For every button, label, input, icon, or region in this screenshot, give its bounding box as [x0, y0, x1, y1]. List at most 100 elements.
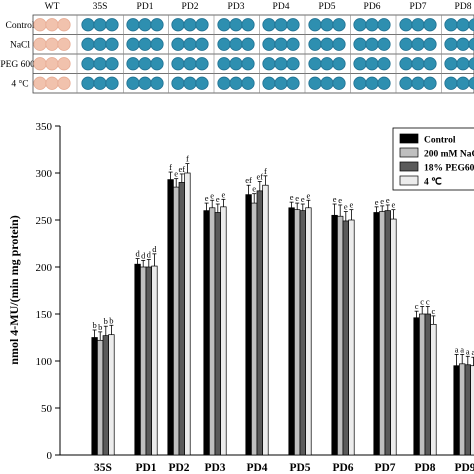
column-label: PD4: [273, 2, 290, 12]
column-label: 35S: [93, 2, 108, 12]
gus-stained-spot: [468, 18, 474, 32]
gus-stained-spot: [377, 57, 391, 71]
gus-stained-spot: [126, 57, 140, 71]
significance-letter: c: [420, 296, 424, 306]
gus-stained-spot: [229, 76, 243, 90]
gus-stained-spot: [138, 37, 152, 51]
y-tick-label: 50: [41, 403, 53, 415]
gus-stained-spot: [195, 57, 209, 71]
gus-stained-spot: [411, 76, 425, 90]
gus-stained-spot: [332, 37, 346, 51]
significance-letter: e: [338, 195, 342, 205]
bar: [342, 220, 349, 456]
gus-stained-spot: [456, 76, 470, 90]
gus-stained-spot: [262, 37, 276, 51]
gus-stained-spot: [195, 37, 209, 51]
bar: [178, 182, 185, 456]
legend-swatch: [399, 161, 419, 172]
gus-stained-spot: [150, 57, 164, 71]
gus-stained-spot: [365, 76, 379, 90]
gus-stained-spot: [411, 57, 425, 71]
significance-letter: f: [169, 162, 172, 172]
gus-stained-spot: [217, 76, 231, 90]
gus-stained-spot: [229, 18, 243, 32]
wt-seedling-spot: [45, 57, 59, 71]
significance-letter: a: [466, 346, 470, 356]
significance-letter: e: [392, 200, 396, 210]
gus-stained-spot: [320, 57, 334, 71]
legend-label: 4 ℃: [424, 177, 442, 188]
gus-stained-spot: [365, 18, 379, 32]
significance-letter: e: [350, 200, 354, 210]
bar: [203, 210, 210, 456]
significance-letter: d: [147, 249, 152, 259]
significance-letter: ef: [256, 171, 263, 181]
gus-stained-spot: [423, 57, 437, 71]
gus-staining-panel: WT 35S PD1 PD2 PD3 PD4 PD5 PD6 PD7 PD8 Control NaCl…: [0, 2, 474, 94]
gus-stained-spot: [399, 76, 413, 90]
bar: [102, 335, 109, 456]
gus-stained-spot: [444, 76, 458, 90]
bar: [214, 212, 221, 456]
significance-letter: e: [295, 193, 299, 203]
wt-seedling-spot: [45, 37, 59, 51]
gus-stained-spot: [456, 18, 470, 32]
column-label: PD8: [455, 2, 472, 12]
significance-letter: e: [290, 192, 294, 202]
gus-stained-spot: [353, 76, 367, 90]
significance-letter: c: [432, 306, 436, 316]
significance-letter: e: [210, 190, 214, 200]
gus-stained-spot: [423, 37, 437, 51]
y-tick-label: 150: [36, 309, 53, 321]
significance-letter: e: [216, 194, 220, 204]
gus-stained-spot: [320, 76, 334, 90]
bar: [145, 266, 152, 456]
y-tick-label: 100: [36, 356, 53, 368]
significance-letter: d: [141, 250, 146, 260]
y-tick-label: 300: [36, 168, 53, 180]
gus-stained-spot: [365, 57, 379, 71]
gus-stained-spot: [229, 37, 243, 51]
gus-stained-spot: [81, 18, 95, 32]
legend-swatch: [399, 175, 419, 186]
significance-letter: b: [104, 316, 108, 326]
gus-stained-spot: [320, 18, 334, 32]
gus-stained-spot: [456, 57, 470, 71]
gus-stained-spot: [105, 57, 119, 71]
y-tick-label: 200: [36, 262, 53, 274]
significance-letter: b: [98, 322, 102, 332]
gus-stained-spot: [171, 37, 185, 51]
significance-letter: b: [109, 315, 113, 325]
gus-stained-spot: [308, 57, 322, 71]
significance-letter: e: [205, 193, 209, 203]
gus-stained-spot: [320, 37, 334, 51]
gus-stained-spot: [286, 18, 300, 32]
gus-stained-spot: [241, 37, 255, 51]
bar: [140, 266, 147, 456]
gus-stained-spot: [93, 76, 107, 90]
wt-seedling-spot: [57, 18, 71, 32]
column-label: PD2: [182, 2, 199, 12]
gus-stained-spot: [399, 37, 413, 51]
gus-stained-spot: [217, 57, 231, 71]
gus-stained-spot: [105, 76, 119, 90]
gus-stained-spot: [308, 37, 322, 51]
gus-stained-spot: [241, 57, 255, 71]
gus-stained-spot: [274, 18, 288, 32]
gus-stained-spot: [286, 76, 300, 90]
wt-seedling-spot: [57, 57, 71, 71]
gus-stained-spot: [308, 76, 322, 90]
significance-letter: e: [222, 189, 226, 199]
gus-stained-spot: [286, 57, 300, 71]
y-axis-title: nmol 4-MU/(min mg protein): [7, 215, 21, 364]
gus-stained-spot: [195, 18, 209, 32]
y-tick-label: 350: [36, 121, 53, 133]
gus-stained-spot: [423, 76, 437, 90]
gus-stained-spot: [126, 76, 140, 90]
column-label: PD3: [228, 2, 245, 12]
gus-stained-spot: [444, 57, 458, 71]
gus-stained-spot: [399, 18, 413, 32]
bar: [348, 219, 355, 456]
gus-stained-spot: [217, 37, 231, 51]
gus-stained-spot: [286, 37, 300, 51]
